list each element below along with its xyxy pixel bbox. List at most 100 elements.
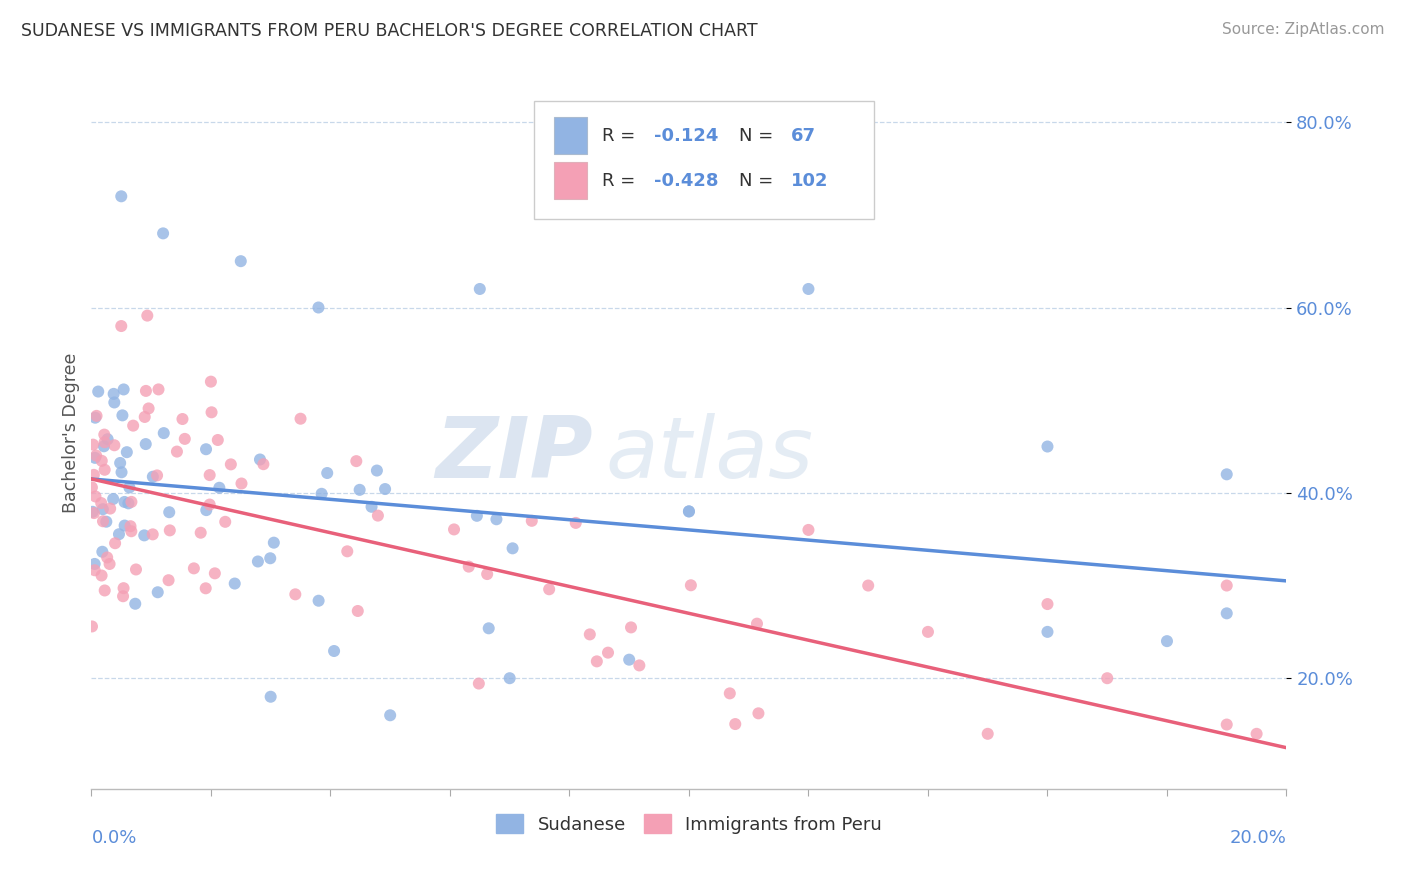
Point [380, 708, 402, 723]
Point [112, 383, 135, 397]
Point [678, 504, 700, 518]
Point [200, 405, 222, 419]
Point [1097, 671, 1119, 685]
Text: N =: N = [740, 172, 779, 190]
Point [103, 395, 125, 409]
Point [91, 545, 114, 559]
Point [747, 706, 769, 721]
Point [157, 505, 180, 519]
Point [502, 541, 524, 556]
Point [135, 437, 157, 451]
Legend: Sudanese, Immigrants from Peru: Sudanese, Immigrants from Peru [489, 807, 889, 841]
Point [112, 581, 135, 595]
Point [578, 627, 600, 641]
Point [307, 301, 329, 315]
Text: Source: ZipAtlas.com: Source: ZipAtlas.com [1222, 22, 1385, 37]
Text: 20.0%: 20.0% [1230, 829, 1286, 847]
Point [619, 653, 641, 667]
Text: 0.0%: 0.0% [91, 829, 136, 847]
Point [284, 587, 307, 601]
Point [678, 504, 700, 518]
Point [84, 410, 107, 425]
Point [204, 566, 226, 581]
Point [117, 496, 139, 510]
Point [366, 464, 388, 478]
Point [183, 561, 205, 575]
Point [745, 616, 768, 631]
Point [84, 450, 107, 465]
Point [159, 524, 181, 538]
Point [98, 501, 121, 516]
Point [83, 563, 105, 577]
Point [349, 483, 371, 497]
Point [148, 383, 170, 397]
Point [465, 508, 488, 523]
Text: 102: 102 [790, 172, 828, 190]
Point [200, 375, 222, 389]
Point [360, 500, 382, 514]
Point [97, 432, 120, 446]
Point [1036, 597, 1059, 611]
Point [1216, 607, 1239, 621]
Bar [554, 162, 588, 199]
Point [90, 496, 112, 510]
Point [520, 514, 543, 528]
Point [120, 495, 142, 509]
Point [208, 481, 231, 495]
Point [231, 476, 253, 491]
Point [101, 491, 124, 506]
Point [90, 454, 112, 468]
Text: R =: R = [602, 172, 641, 190]
Point [229, 254, 252, 268]
Point [596, 646, 619, 660]
Point [110, 465, 132, 479]
Point [172, 412, 194, 426]
Text: -0.124: -0.124 [654, 127, 718, 145]
Point [134, 409, 156, 424]
Point [111, 409, 134, 423]
Point [93, 427, 115, 442]
Point [103, 438, 125, 452]
Point [110, 189, 132, 203]
Point [917, 624, 939, 639]
Point [1036, 440, 1059, 454]
FancyBboxPatch shape [534, 101, 875, 219]
Text: ZIP: ZIP [436, 412, 593, 496]
Point [173, 432, 195, 446]
Point [82, 505, 104, 519]
Point [108, 456, 131, 470]
Point [93, 439, 115, 453]
Point [214, 515, 236, 529]
Point [620, 620, 643, 634]
Point [485, 512, 508, 526]
Point [252, 457, 274, 471]
Point [80, 480, 103, 494]
Point [797, 523, 820, 537]
Point [103, 387, 125, 401]
Point [142, 527, 165, 541]
Point [146, 468, 169, 483]
Point [166, 444, 188, 458]
Point [249, 452, 271, 467]
Point [157, 573, 180, 587]
Point [336, 544, 359, 558]
Point [443, 523, 465, 537]
Point [96, 515, 118, 529]
Point [219, 458, 242, 472]
Text: N =: N = [740, 127, 779, 145]
Point [91, 514, 114, 528]
Point [198, 468, 221, 483]
Point [83, 467, 105, 482]
Point [195, 442, 218, 457]
Point [858, 578, 880, 592]
Point [367, 508, 389, 523]
Point [83, 557, 105, 571]
Text: R =: R = [602, 127, 641, 145]
Point [122, 418, 145, 433]
Point [468, 676, 491, 690]
Point [195, 503, 218, 517]
Point [344, 454, 367, 468]
Point [346, 604, 368, 618]
Point [118, 480, 141, 494]
Point [142, 469, 165, 483]
